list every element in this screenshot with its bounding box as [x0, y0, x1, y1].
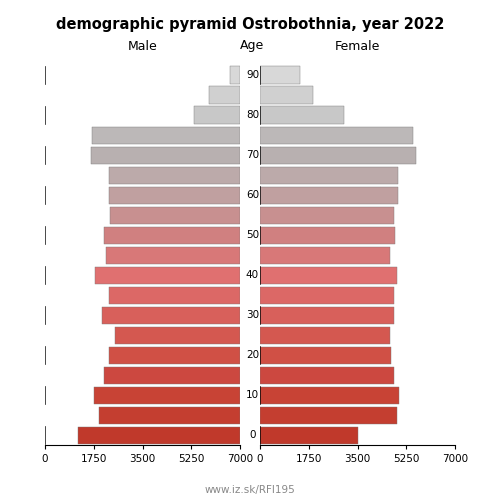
Bar [104, 226, 240, 244]
Text: 70: 70 [246, 150, 259, 160]
Bar [95, 266, 240, 283]
Text: Age: Age [240, 40, 264, 52]
Text: Male: Male [128, 40, 158, 52]
Bar [94, 386, 240, 404]
Text: 50: 50 [246, 230, 259, 240]
Bar [106, 246, 240, 264]
Bar [260, 406, 396, 424]
Bar [260, 266, 396, 283]
Bar [260, 66, 300, 84]
Bar [109, 166, 240, 184]
Text: Female: Female [335, 40, 380, 52]
Bar [260, 426, 358, 444]
Bar [260, 246, 390, 264]
Text: 40: 40 [246, 270, 259, 280]
Text: www.iz.sk/RFI195: www.iz.sk/RFI195 [204, 485, 296, 495]
Bar [260, 326, 390, 344]
Bar [260, 386, 400, 404]
Bar [110, 206, 240, 224]
Bar [114, 326, 240, 344]
Bar [260, 86, 313, 104]
Bar [92, 126, 240, 144]
Bar [109, 186, 240, 204]
Bar [109, 346, 240, 364]
Bar [260, 106, 344, 124]
Bar [260, 366, 394, 384]
Bar [260, 146, 416, 164]
Bar [260, 126, 413, 144]
Bar [109, 286, 240, 304]
Text: 60: 60 [246, 190, 259, 200]
Text: 30: 30 [246, 310, 259, 320]
Bar [210, 86, 240, 104]
Text: demographic pyramid Ostrobothnia, year 2022: demographic pyramid Ostrobothnia, year 2… [56, 18, 444, 32]
Bar [104, 366, 240, 384]
Bar [260, 226, 395, 244]
Text: 20: 20 [246, 350, 259, 360]
Text: 10: 10 [246, 390, 259, 400]
Bar [260, 346, 391, 364]
Bar [194, 106, 240, 124]
Bar [102, 306, 240, 324]
Bar [260, 306, 394, 324]
Text: 0: 0 [249, 430, 256, 440]
Bar [260, 206, 394, 224]
Bar [260, 166, 398, 184]
Text: 80: 80 [246, 110, 259, 120]
Bar [91, 146, 240, 164]
Bar [100, 406, 240, 424]
Bar [260, 186, 398, 204]
Text: 90: 90 [246, 70, 259, 80]
Bar [260, 286, 394, 304]
Bar [230, 66, 240, 84]
Bar [78, 426, 240, 444]
